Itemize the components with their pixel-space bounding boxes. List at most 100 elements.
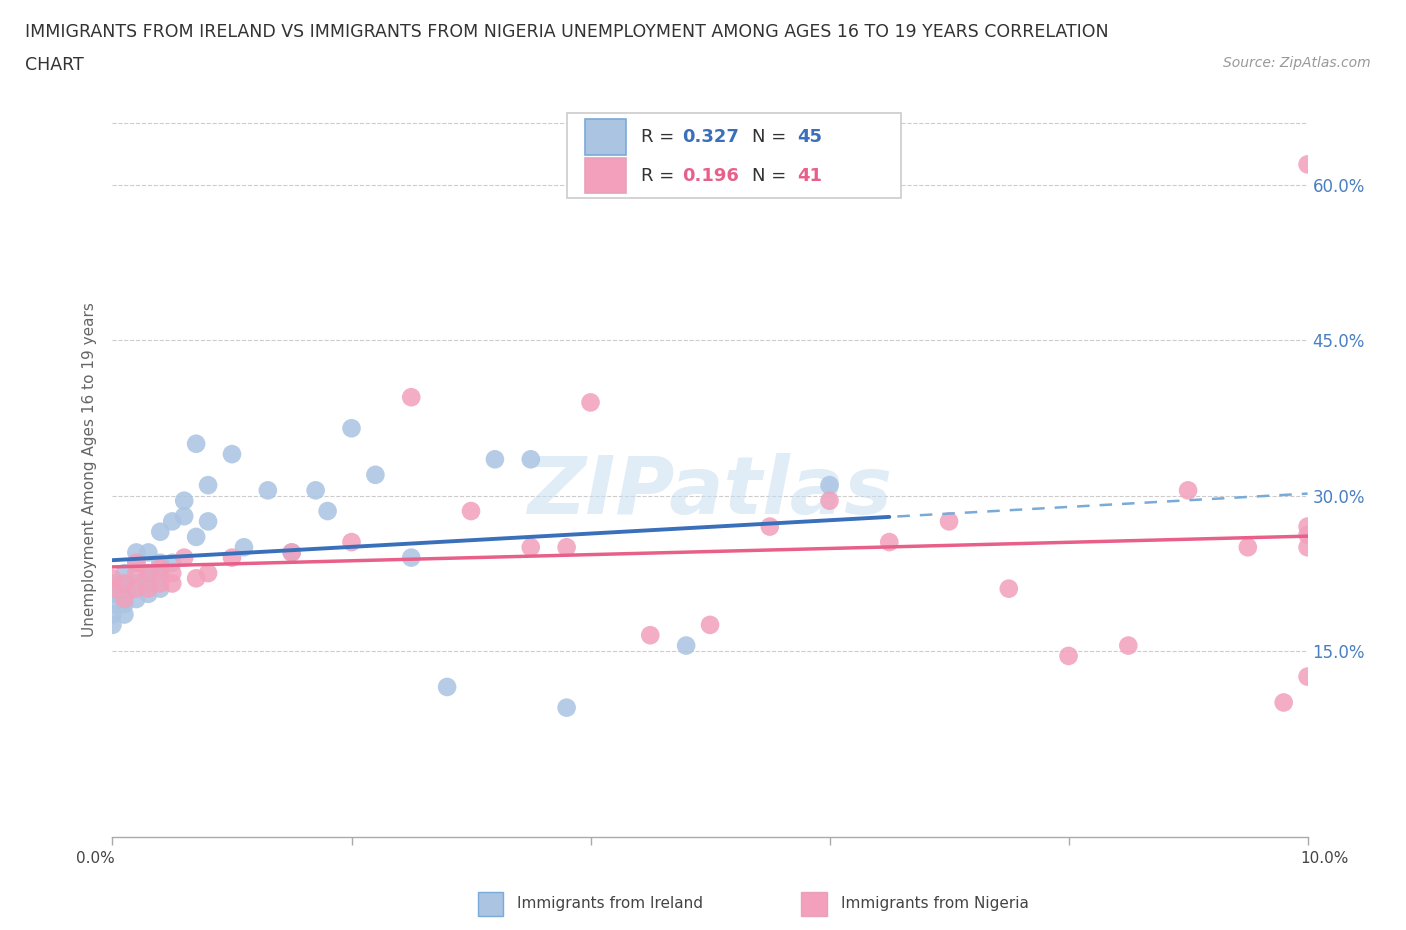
Point <box>125 576 148 591</box>
Point <box>149 576 172 591</box>
Point <box>114 587 135 602</box>
Text: R =: R = <box>641 166 679 185</box>
Point <box>1296 527 1319 542</box>
Point <box>138 581 160 596</box>
Point <box>520 539 543 554</box>
Point <box>759 519 782 534</box>
Text: R =: R = <box>641 128 679 146</box>
Point <box>1296 670 1319 684</box>
Point <box>1057 648 1080 663</box>
Point <box>818 493 841 508</box>
Bar <box>567 113 901 198</box>
Point <box>125 555 148 570</box>
Y-axis label: Unemployment Among Ages 16 to 19 years: Unemployment Among Ages 16 to 19 years <box>82 302 97 637</box>
Point <box>101 607 124 622</box>
Text: N =: N = <box>752 128 792 146</box>
Point <box>114 565 135 580</box>
Bar <box>585 158 627 193</box>
Point <box>1272 695 1295 710</box>
Point <box>114 591 135 606</box>
Point <box>675 638 697 653</box>
Point <box>1118 638 1140 653</box>
Text: CHART: CHART <box>25 56 84 73</box>
Point <box>138 576 160 591</box>
Point <box>125 591 148 606</box>
Point <box>1296 519 1319 534</box>
Point <box>101 618 124 632</box>
Point <box>138 587 160 602</box>
Point <box>162 576 183 591</box>
Point <box>149 555 172 570</box>
Point <box>818 478 841 493</box>
Text: 0.196: 0.196 <box>682 166 740 185</box>
Text: Immigrants from Ireland: Immigrants from Ireland <box>517 897 703 911</box>
Point <box>1296 157 1319 172</box>
Point <box>1177 483 1199 498</box>
Point <box>340 535 363 550</box>
Point <box>197 478 219 493</box>
Point <box>125 555 148 570</box>
Point <box>340 420 363 435</box>
Point <box>101 597 124 612</box>
Text: ZIPatlas: ZIPatlas <box>527 453 893 531</box>
Point <box>484 452 506 467</box>
Text: N =: N = <box>752 166 792 185</box>
Point <box>879 535 901 550</box>
Point <box>436 680 458 695</box>
Point <box>579 395 602 410</box>
Point <box>699 618 721 632</box>
Point <box>138 545 160 560</box>
Point <box>316 504 339 519</box>
Point <box>186 571 208 586</box>
Point <box>233 539 256 554</box>
Point <box>173 509 195 524</box>
Point <box>101 571 124 586</box>
Text: IMMIGRANTS FROM IRELAND VS IMMIGRANTS FROM NIGERIA UNEMPLOYMENT AMONG AGES 16 TO: IMMIGRANTS FROM IRELAND VS IMMIGRANTS FR… <box>25 23 1109 41</box>
Point <box>555 700 578 715</box>
Point <box>101 587 124 602</box>
Point <box>162 514 183 529</box>
Point <box>125 565 148 580</box>
Point <box>1237 539 1260 554</box>
Point <box>114 576 135 591</box>
Point <box>125 545 148 560</box>
Point <box>138 565 160 580</box>
Point <box>114 607 135 622</box>
Text: Immigrants from Nigeria: Immigrants from Nigeria <box>841 897 1029 911</box>
Text: 0.0%: 0.0% <box>76 851 115 866</box>
Point <box>257 483 280 498</box>
Point <box>640 628 662 643</box>
Point <box>138 565 160 580</box>
Point <box>149 561 172 576</box>
Point <box>101 576 124 591</box>
Point <box>221 446 243 461</box>
Point <box>101 581 124 596</box>
Point <box>1296 539 1319 554</box>
Bar <box>585 119 627 154</box>
Point <box>401 390 423 405</box>
Point <box>162 555 183 570</box>
Point <box>401 551 423 565</box>
Point <box>173 551 195 565</box>
Text: 41: 41 <box>797 166 823 185</box>
Text: 45: 45 <box>797 128 823 146</box>
Text: Source: ZipAtlas.com: Source: ZipAtlas.com <box>1223 56 1371 70</box>
Point <box>305 483 328 498</box>
Point <box>149 565 172 580</box>
Text: 0.327: 0.327 <box>682 128 740 146</box>
Text: 10.0%: 10.0% <box>1301 851 1348 866</box>
Point <box>197 514 219 529</box>
Point <box>998 581 1021 596</box>
Point <box>149 525 172 539</box>
Point <box>114 597 135 612</box>
Point <box>555 539 578 554</box>
Point <box>125 581 148 596</box>
Point <box>520 452 543 467</box>
Point <box>460 504 482 519</box>
Point <box>281 545 304 560</box>
Point <box>281 545 304 560</box>
Point <box>197 565 219 580</box>
Point <box>938 514 960 529</box>
Point <box>149 581 172 596</box>
Point <box>186 529 208 544</box>
